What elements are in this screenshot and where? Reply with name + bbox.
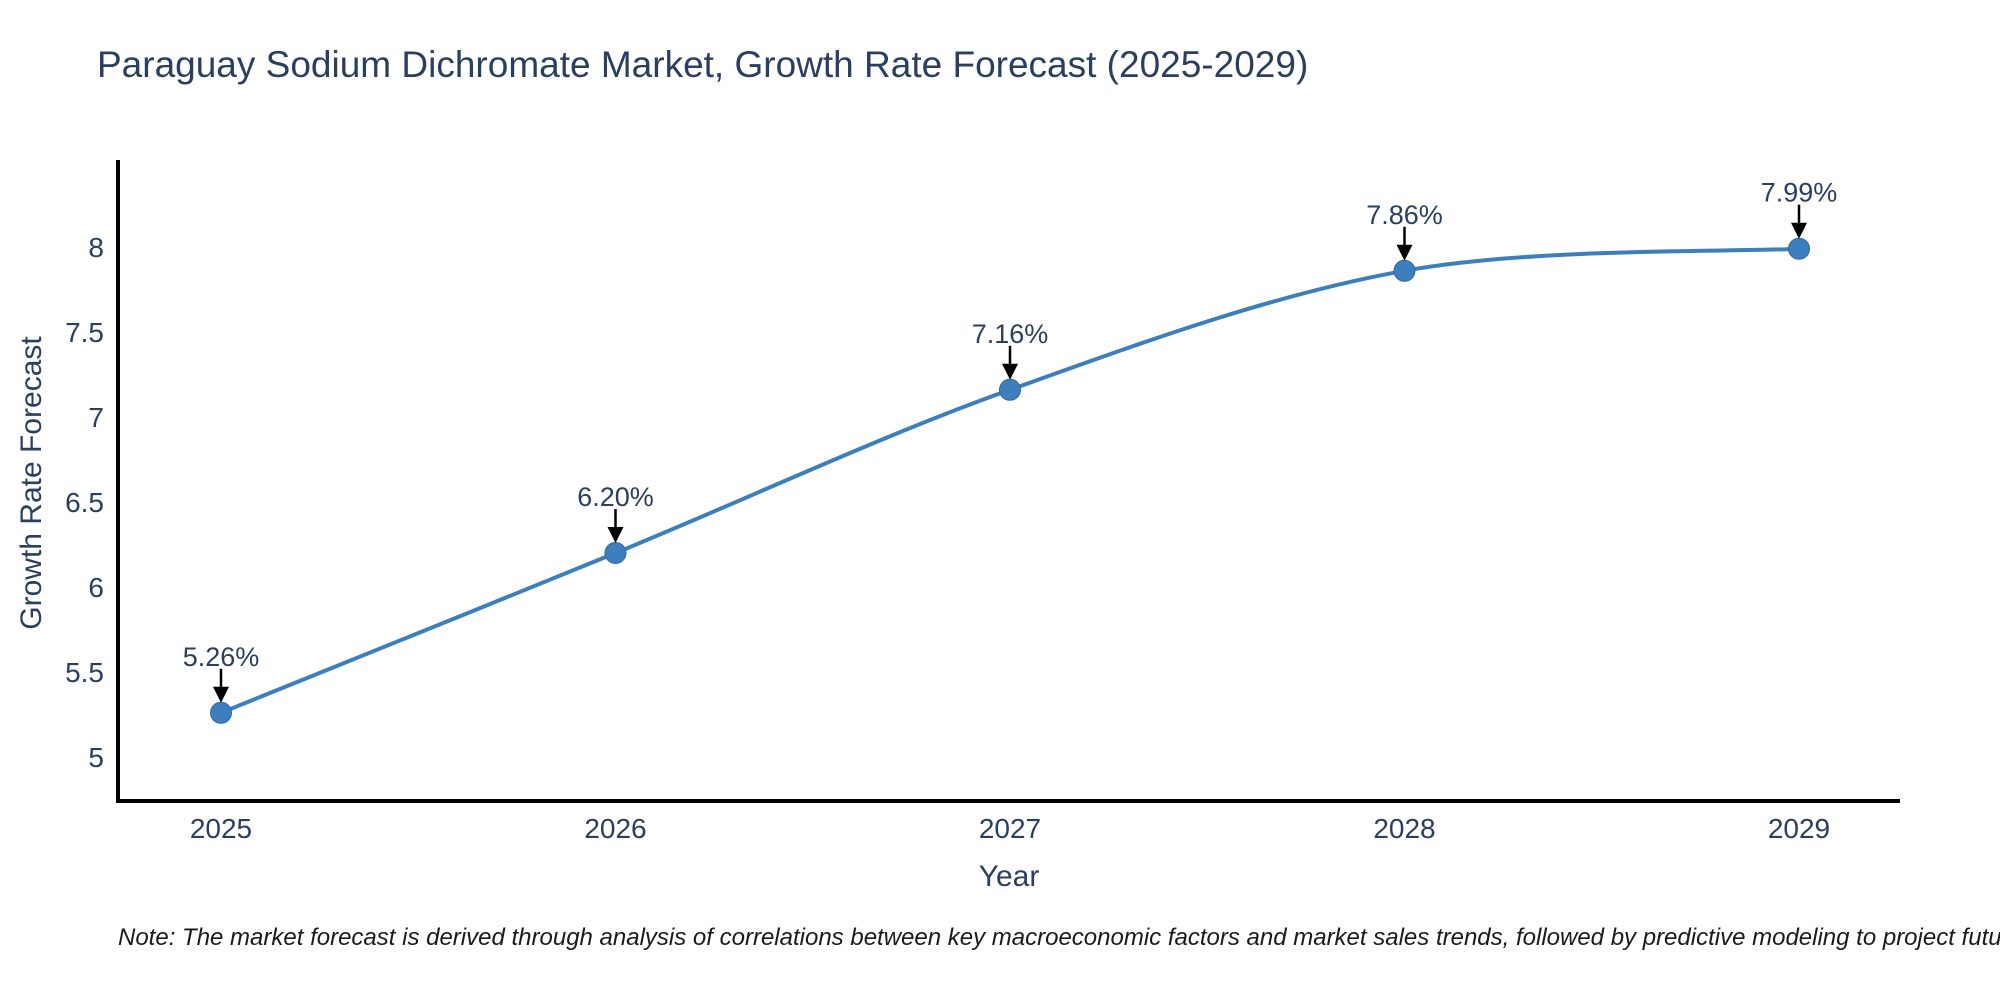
chart-note: Note: The market forecast is derived thr…: [118, 924, 2000, 951]
y-tick-label: 7: [88, 402, 104, 433]
x-axis-title: Year: [978, 860, 1040, 893]
y-tick-label: 8: [88, 232, 104, 263]
annotation-label: 7.86%: [1366, 200, 1443, 230]
annotation-arrowhead: [1002, 363, 1018, 380]
annotation-arrowhead: [607, 527, 624, 543]
x-tick-label: 2026: [584, 813, 646, 844]
annotation-arrowhead: [1396, 244, 1413, 261]
y-tick-label: 7.5: [65, 317, 104, 348]
chart-title: Paraguay Sodium Dichromate Market, Growt…: [97, 44, 1309, 85]
data-point-marker: [1788, 237, 1810, 260]
annotation-label: 7.16%: [972, 319, 1049, 349]
data-point-marker: [210, 701, 232, 724]
annotation-arrowhead: [1791, 222, 1807, 239]
y-tick-label: 5: [88, 742, 104, 773]
data-point-marker: [1393, 259, 1416, 282]
x-tick-label: 2027: [979, 813, 1041, 844]
annotation-label: 6.20%: [577, 482, 654, 512]
y-tick-label: 5.5: [65, 657, 104, 688]
y-tick-label: 6.5: [65, 487, 104, 518]
data-point-marker: [999, 378, 1021, 401]
x-tick-label: 2025: [190, 813, 252, 844]
x-tick-label: 2028: [1373, 813, 1435, 844]
annotation-label: 7.99%: [1761, 178, 1838, 208]
x-tick-label: 2029: [1768, 813, 1830, 844]
data-point-marker: [604, 542, 627, 564]
y-tick-label: 6: [88, 572, 104, 603]
annotation-arrowhead: [213, 686, 229, 703]
annotation-label: 5.26%: [183, 642, 260, 672]
